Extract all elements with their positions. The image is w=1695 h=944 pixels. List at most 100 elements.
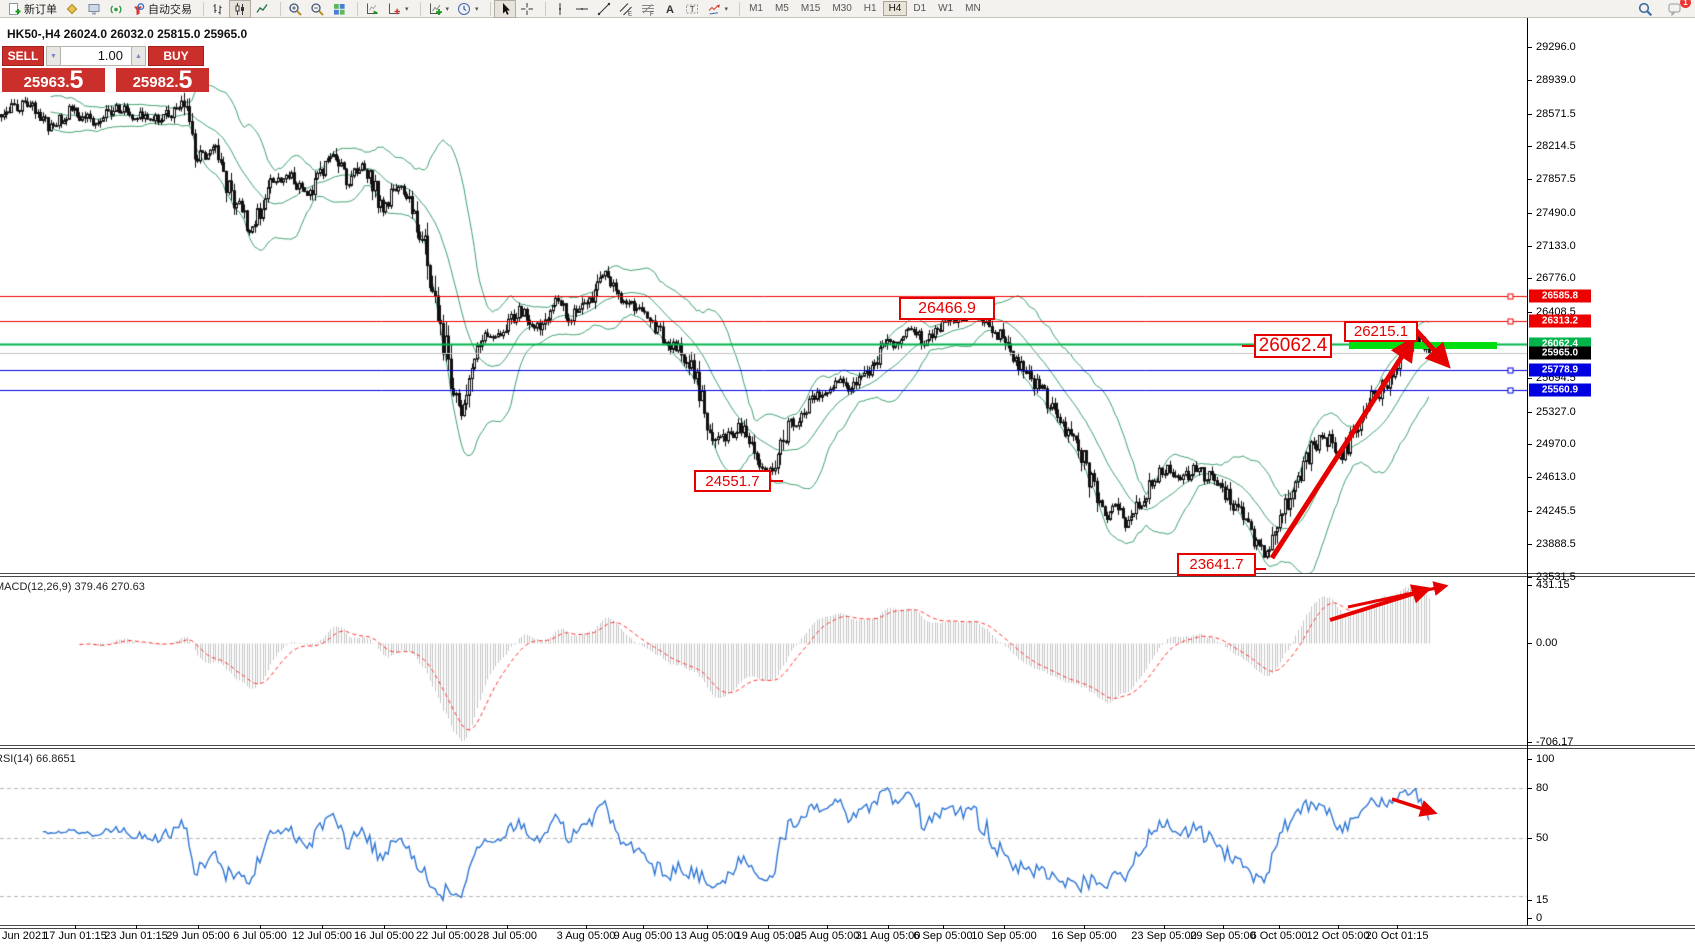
- annotation-connector: [1242, 345, 1254, 347]
- zoom-out-button[interactable]: [306, 0, 328, 18]
- timeframe-d1[interactable]: D1: [913, 3, 927, 14]
- terminal-button[interactable]: [83, 0, 105, 18]
- time-axis-label: 19 Aug 05:00: [735, 930, 801, 942]
- shapes-icon: [708, 4, 720, 14]
- chart-add-icon: [389, 3, 400, 14]
- time-axis-tick: [586, 925, 587, 929]
- price-level-badge: 26313.2: [1529, 314, 1591, 328]
- time-axis-label: Jun 2021: [2, 930, 48, 942]
- indicators-button[interactable]: ▾: [424, 0, 454, 18]
- timeframe-m15[interactable]: M15: [800, 3, 821, 14]
- vertical-line-button[interactable]: [549, 0, 571, 18]
- notifications-button[interactable]: 1: [1664, 0, 1691, 18]
- timeframe-m1[interactable]: M1: [749, 3, 763, 14]
- timeframe-h1[interactable]: H1: [863, 3, 877, 14]
- time-axis-tick: [888, 925, 889, 929]
- fibonacci-button[interactable]: F: [637, 0, 659, 18]
- label-26466[interactable]: 26466.9: [899, 297, 995, 320]
- macd-axis-tick: [1528, 585, 1532, 586]
- arrows-button[interactable]: ▾: [703, 0, 733, 18]
- macd-label: MACD(12,26,9) 379.46 270.63: [0, 581, 145, 593]
- price-axis-label: 26776.0: [1536, 272, 1576, 285]
- channel-button[interactable]: E: [615, 0, 637, 18]
- time-axis-label: 20 Oct 01:15: [1365, 930, 1429, 942]
- text-button[interactable]: A: [659, 0, 681, 18]
- price-axis-label: 27857.5: [1536, 173, 1576, 186]
- time-axis-label: 6 Jul 05:00: [233, 930, 287, 942]
- volume-input[interactable]: 1.00: [61, 46, 131, 66]
- macd-axis-label: 431.15: [1536, 579, 1570, 591]
- buy-button[interactable]: BUY: [148, 46, 204, 66]
- vline-icon: [558, 2, 561, 15]
- rsi-axis-tick: [1528, 788, 1532, 789]
- periods-button[interactable]: ▾: [453, 0, 483, 18]
- toolbar-separator: [486, 1, 491, 16]
- price-axis-tick: [1528, 477, 1532, 478]
- toolbar-separator: [541, 1, 546, 16]
- timeframe-h4[interactable]: H4: [882, 1, 908, 16]
- rsi-axis-label: 15: [1536, 894, 1549, 906]
- macd-pane-canvas[interactable]: [0, 578, 1527, 745]
- sell-button[interactable]: SELL: [2, 46, 44, 66]
- price-axis-label: 24970.0: [1536, 438, 1576, 451]
- price-axis-label: 28939.0: [1536, 73, 1576, 86]
- time-axis-tick: [75, 925, 76, 929]
- line-chart-button[interactable]: [251, 0, 273, 18]
- history-center-button[interactable]: [61, 0, 83, 18]
- timeframe-m5[interactable]: M5: [774, 3, 789, 14]
- label-24551[interactable]: 24551.7: [694, 470, 771, 492]
- time-axis-label: 9 Aug 05:00: [613, 930, 673, 942]
- volume-down-button[interactable]: ▼: [46, 46, 61, 66]
- price-level-badge: 25778.9: [1529, 363, 1591, 377]
- time-axis-label: 12 Oct 05:00: [1306, 930, 1370, 942]
- macd-pane-separator[interactable]: [0, 573, 1695, 577]
- horizontal-line-button[interactable]: [571, 0, 593, 18]
- price-axis-tick: [1528, 444, 1532, 445]
- cursor-button[interactable]: [493, 0, 516, 18]
- time-axis-tick: [768, 925, 769, 929]
- time-axis-label: 25 Aug 05:00: [794, 930, 860, 942]
- price-axis-tick: [1528, 312, 1532, 313]
- timeframe-mn[interactable]: MN: [965, 3, 981, 14]
- new-order-icon: [9, 2, 21, 15]
- main-chart-canvas[interactable]: [0, 18, 1527, 578]
- line-chart-icon: [256, 3, 268, 13]
- terminal-icon: [88, 3, 100, 14]
- timeframe-m30[interactable]: M30: [832, 3, 852, 14]
- timeframe-w1[interactable]: W1: [938, 3, 954, 14]
- label-23641[interactable]: 23641.7: [1177, 553, 1256, 576]
- zoom-in-button[interactable]: [284, 0, 306, 18]
- label-26215[interactable]: 26215.1: [1344, 321, 1418, 342]
- trendline-button[interactable]: [593, 0, 615, 18]
- time-axis-tick: [136, 925, 137, 929]
- tile-windows-button[interactable]: [328, 0, 350, 18]
- autotrade-button[interactable]: 自动交易: [127, 0, 196, 18]
- label-26062[interactable]: 26062.4: [1254, 334, 1332, 358]
- toolbar: 新订单 自动交易 ▾ ▾ ▾ E F A T ▾ M1 M5 M15 M30 H1 H4 D1 W1 MN 1: [0, 0, 1695, 18]
- notification-badge: 1: [1680, 0, 1691, 8]
- search-button[interactable]: [1634, 0, 1656, 18]
- zoom-out-icon: [311, 2, 324, 16]
- candle-chart-button[interactable]: [229, 0, 251, 18]
- price-axis-label: 27490.0: [1536, 206, 1576, 219]
- price-level-badge: 26585.8: [1529, 289, 1591, 303]
- rsi-pane-canvas[interactable]: [0, 750, 1527, 925]
- macd-axis-label: 0.00: [1536, 637, 1558, 649]
- bar-chart-button[interactable]: [207, 0, 229, 18]
- time-axis-label: 3 Aug 05:00: [556, 930, 616, 942]
- profiles-button[interactable]: ▾: [383, 0, 413, 18]
- time-axis-tick: [260, 925, 261, 929]
- text-label-button[interactable]: T: [681, 0, 703, 18]
- new-chart-icon: [367, 3, 378, 14]
- crosshair-button[interactable]: [516, 0, 538, 18]
- rsi-pane-separator[interactable]: [0, 745, 1695, 749]
- highlight-bar[interactable]: [1349, 342, 1497, 349]
- time-axis-label: 23 Jun 01:15: [104, 930, 168, 942]
- time-axis-tick: [707, 925, 708, 929]
- volume-up-button[interactable]: ▲: [131, 46, 146, 66]
- new-order-button[interactable]: 新订单: [3, 0, 61, 18]
- price-axis-tick: [1528, 511, 1532, 512]
- signals-button[interactable]: [105, 0, 127, 18]
- price-axis-label: 28214.5: [1536, 140, 1576, 153]
- new-chart-button[interactable]: [361, 0, 383, 18]
